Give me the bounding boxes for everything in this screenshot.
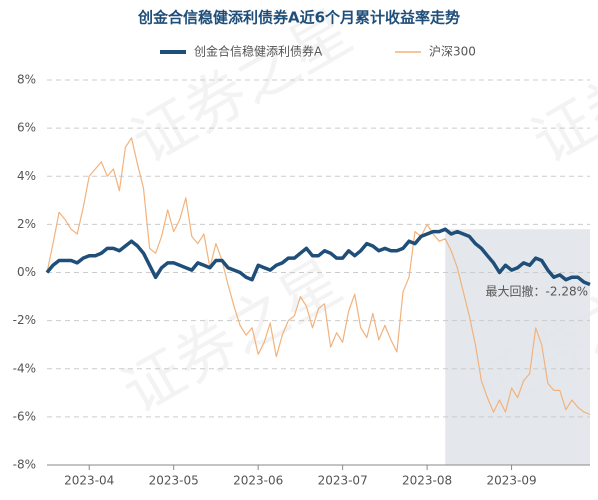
y-tick-label: -8% [13,458,36,472]
x-tick-label: 2023-09 [486,474,536,488]
x-tick-label: 2023-04 [64,474,114,488]
annotation: 最大回撤：-2.28% [486,284,588,299]
y-tick-label: -6% [13,409,36,423]
legend-label: 沪深300 [429,45,476,59]
x-tick-label: 2023-08 [402,474,452,488]
y-tick-label: -2% [13,313,36,327]
chart-title: 创金合信稳健添利债券A近6个月累计收益率走势 [137,9,460,27]
y-tick-label: 0% [17,265,36,279]
x-tick-label: 2023-05 [149,474,199,488]
drawdown-area [445,229,590,465]
y-tick-label: 4% [17,169,36,183]
watermark: 证券之星 [121,0,364,177]
series-line [46,137,591,416]
y-tick-label: -4% [13,361,36,375]
x-tick-label: 2023-07 [318,474,368,488]
legend-label: 创金合信稳健添利债券A [194,44,323,59]
y-tick-label: 6% [17,121,36,135]
x-tick-label: 2023-06 [233,474,283,488]
watermark: 证券之星 [521,0,598,177]
y-tick-label: 8% [17,73,36,87]
series-line [45,227,591,287]
watermark: 证券之星 [111,247,354,428]
y-tick-label: 2% [17,217,36,231]
